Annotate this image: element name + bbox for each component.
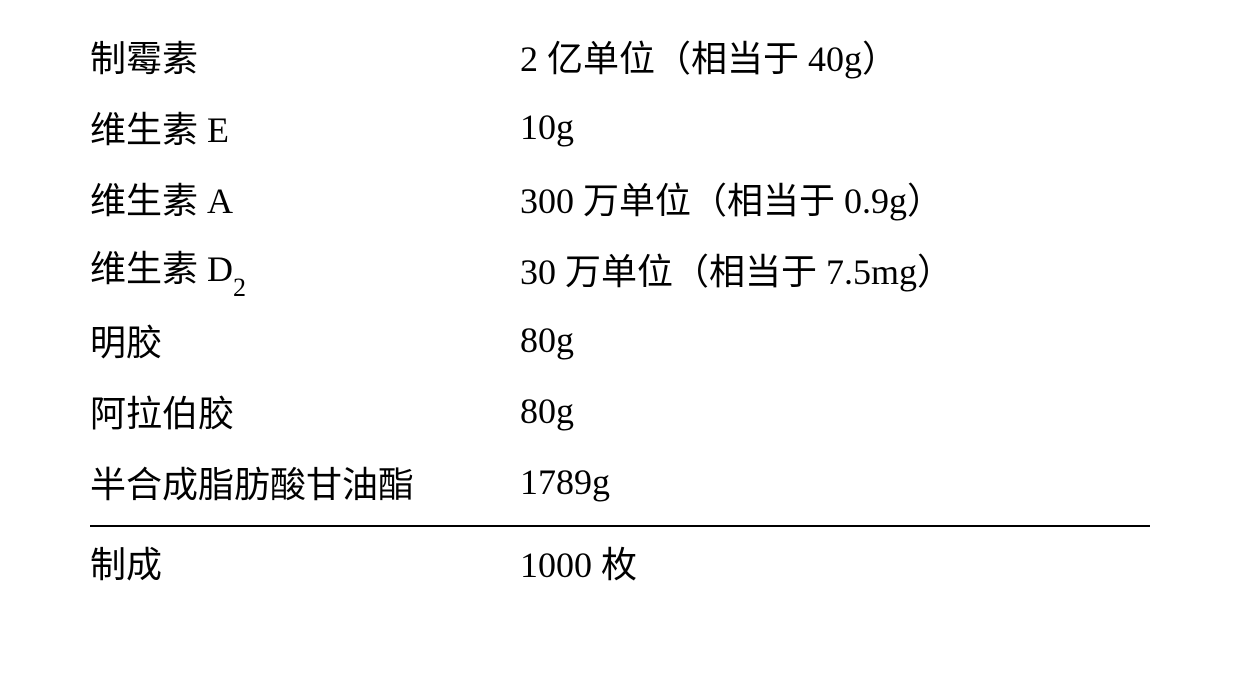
ingredient-value: 80g [520, 390, 1150, 432]
ingredient-label: 维生素 D2 [90, 240, 520, 296]
table-row: 制霉素 2 亿单位（相当于 40g） [90, 20, 1150, 91]
ingredient-label: 维生素 E [90, 101, 520, 153]
table-row: 半合成脂肪酸甘油酯 1789g [90, 446, 1150, 517]
table-divider [90, 525, 1150, 527]
total-value: 1000 枚 [520, 536, 1150, 588]
ingredient-value: 1789g [520, 461, 1150, 503]
total-label: 制成 [90, 536, 520, 588]
ingredient-label: 阿拉伯胶 [90, 385, 520, 437]
ingredient-value: 2 亿单位（相当于 40g） [520, 30, 1150, 82]
table-row: 阿拉伯胶 80g [90, 375, 1150, 446]
table-row: 维生素 A 300 万单位（相当于 0.9g） [90, 162, 1150, 233]
ingredient-value: 80g [520, 319, 1150, 361]
ingredient-label: 明胶 [90, 314, 520, 366]
ingredient-label: 制霉素 [90, 30, 520, 82]
ingredient-value: 300 万单位（相当于 0.9g） [520, 172, 1150, 224]
label-subscript: 2 [233, 273, 246, 302]
table-row: 维生素 E 10g [90, 91, 1150, 162]
ingredient-value: 30 万单位（相当于 7.5mg） [520, 243, 1150, 295]
label-text: 维生素 D [90, 249, 233, 289]
ingredients-table: 制霉素 2 亿单位（相当于 40g） 维生素 E 10g 维生素 A 300 万… [90, 20, 1150, 593]
table-row: 维生素 D2 30 万单位（相当于 7.5mg） [90, 233, 1150, 304]
ingredient-label: 半合成脂肪酸甘油酯 [90, 456, 520, 508]
ingredient-value: 10g [520, 106, 1150, 148]
table-row: 明胶 80g [90, 304, 1150, 375]
table-total-row: 制成 1000 枚 [90, 531, 1150, 593]
ingredient-label: 维生素 A [90, 172, 520, 224]
